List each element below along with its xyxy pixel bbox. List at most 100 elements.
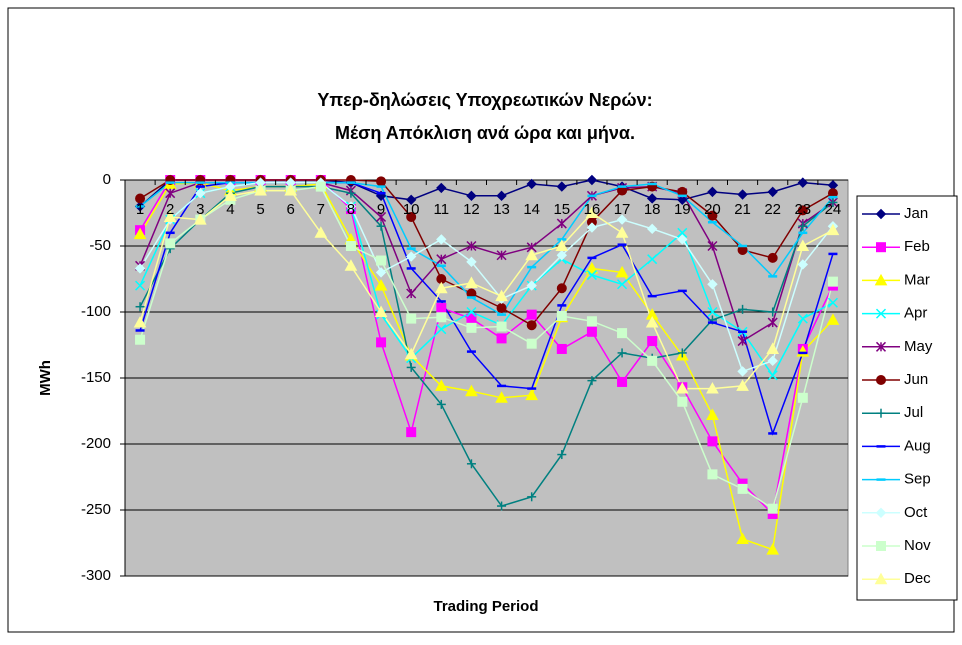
data-point: [586, 326, 597, 337]
x-tick-label: 3: [196, 201, 204, 218]
x-tick-label: 10: [403, 201, 420, 218]
marker-shape: [615, 265, 629, 278]
marker-shape: [797, 177, 809, 188]
x-axis-label: Trading Period: [433, 598, 538, 615]
marker-shape: [526, 280, 537, 291]
legend-marker: [875, 341, 887, 352]
legend-marker: [876, 375, 886, 385]
data-point: [737, 366, 748, 377]
marker-shape: [737, 189, 748, 200]
data-point: [766, 543, 780, 555]
data-point: [707, 279, 718, 290]
marker-shape: [585, 206, 599, 218]
marker-shape: [344, 259, 358, 271]
marker-shape: [133, 227, 147, 240]
data-point: [826, 313, 840, 325]
marker-shape: [466, 256, 477, 268]
data-point: [706, 408, 719, 420]
data-point: [496, 190, 507, 202]
data-point: [436, 254, 447, 265]
marker-shape: [465, 276, 478, 288]
marker-shape: [135, 280, 146, 291]
marker-shape: [193, 213, 207, 225]
x-tick-label: 16: [584, 201, 601, 218]
marker-shape: [525, 388, 539, 401]
marker-shape: [556, 181, 568, 192]
data-point: [797, 259, 809, 270]
marker-shape: [766, 543, 780, 555]
data-point: [797, 392, 808, 403]
data-point: [556, 218, 567, 229]
marker-shape: [133, 316, 147, 328]
data-point: [707, 306, 718, 318]
data-point: [706, 382, 719, 394]
marker-shape: [556, 250, 568, 261]
marker-shape: [677, 234, 688, 245]
data-point: [134, 263, 146, 274]
data-point: [585, 261, 599, 274]
marker-shape: [525, 248, 539, 261]
legend-label: Jun: [904, 371, 928, 388]
y-tick-label: -100: [81, 303, 111, 320]
data-point: [767, 186, 778, 198]
marker-shape: [646, 223, 658, 235]
data-point: [376, 221, 386, 231]
marker-shape: [284, 184, 298, 196]
data-point: [496, 303, 507, 314]
y-tick-label: -300: [81, 567, 111, 584]
data-point: [406, 362, 416, 372]
marker-shape: [224, 189, 237, 201]
legend-label: Dec: [904, 570, 931, 587]
data-point: [586, 316, 597, 327]
x-tick-label: 4: [226, 201, 234, 218]
x-tick-label: 11: [434, 201, 450, 218]
data-point: [796, 239, 810, 251]
marker-shape: [797, 205, 808, 216]
data-point: [527, 492, 537, 502]
marker-shape: [375, 267, 387, 278]
data-point: [495, 289, 508, 302]
data-point: [466, 459, 476, 469]
marker-shape: [615, 226, 629, 238]
marker-shape: [134, 263, 146, 274]
data-point: [736, 532, 749, 545]
marker-shape: [374, 305, 388, 317]
data-point: [555, 239, 569, 251]
marker-shape: [736, 379, 749, 391]
data-point: [526, 320, 537, 331]
data-point: [707, 186, 718, 198]
data-point: [526, 309, 537, 320]
data-point: [677, 396, 688, 407]
x-tick-label: 21: [734, 201, 751, 218]
data-point: [556, 250, 568, 261]
data-point: [165, 188, 176, 199]
marker-shape: [827, 297, 838, 308]
marker-shape: [737, 366, 748, 377]
marker-shape: [826, 313, 840, 325]
data-point: [404, 347, 418, 360]
marker-shape: [617, 376, 628, 387]
marker-shape: [767, 252, 778, 263]
data-point: [436, 312, 447, 323]
data-point: [465, 384, 478, 397]
data-point: [315, 181, 326, 192]
marker-shape: [677, 396, 688, 407]
x-tick-label: 19: [674, 201, 691, 218]
x-tick-label: 5: [256, 201, 264, 218]
data-point: [135, 302, 145, 312]
data-point: [766, 342, 780, 354]
data-point: [254, 184, 267, 196]
marker-shape: [677, 227, 688, 238]
marker-shape: [874, 273, 888, 286]
marker-shape: [647, 254, 658, 265]
data-point: [615, 265, 629, 278]
marker-shape: [163, 210, 177, 222]
marker-shape: [434, 281, 448, 294]
marker-shape: [315, 181, 326, 192]
marker-shape: [345, 241, 356, 251]
data-point: [767, 252, 778, 263]
marker-shape: [647, 355, 658, 366]
y-tick-label: -150: [81, 369, 111, 386]
data-point: [374, 279, 388, 291]
legend-label: Mar: [904, 271, 930, 288]
